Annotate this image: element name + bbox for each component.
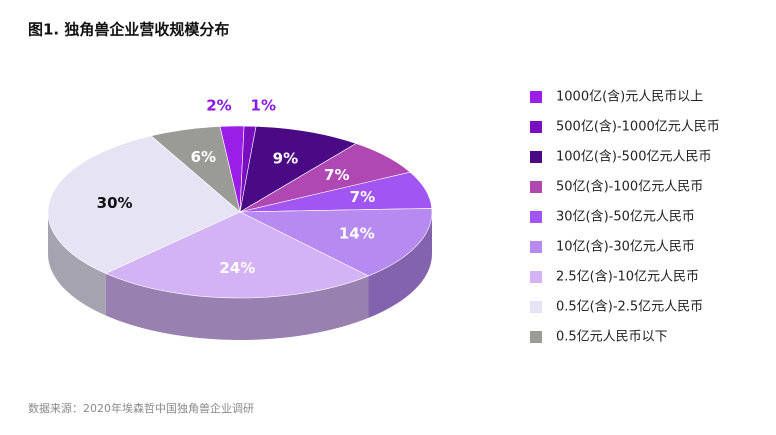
legend-label: 50亿(含)-100亿元人民币 [556,179,703,195]
legend-swatch [530,181,542,193]
chart-title: 图1. 独角兽企业营收规模分布 [28,21,229,39]
slice-side [48,212,106,316]
legend-swatch [530,241,542,253]
legend-label: 100亿(含)-500亿元人民币 [556,149,711,165]
legend-label: 30亿(含)-50亿元人民币 [556,209,695,225]
legend-swatch [530,121,542,133]
data-label: 2% [206,96,231,114]
pie-tops [47,125,433,299]
legend-label: 2.5亿(含)-10亿元人民币 [556,269,699,285]
legend-label: 500亿(含)-1000亿元人民币 [556,119,720,135]
data-label: 9% [273,150,298,168]
legend-swatch [530,211,542,223]
data-label: 30% [97,194,133,212]
data-label: 14% [339,224,375,242]
legend-swatch [530,91,542,103]
slice [239,208,433,277]
data-label: 24% [219,259,255,277]
data-label: 7% [324,166,349,184]
slice [239,125,357,213]
slice [150,126,241,213]
legend-label: 10亿(含)-30亿元人民币 [556,239,695,255]
slice-side [368,212,432,318]
legend-label: 1000亿(含)元人民币以上 [556,89,703,105]
legend-label: 0.5亿元人民币以下 [556,330,668,345]
slice [104,211,370,299]
legend: 1000亿(含)元人民币以上 500亿(含)-1000亿元人民币 100亿(含)-5… [530,89,720,345]
legend-swatch [530,271,542,283]
source-note: 数据来源：2020年埃森哲中国独角兽企业调研 [28,401,254,415]
data-label: 1% [251,96,276,114]
slice-side [105,273,369,340]
data-label: 6% [191,148,216,166]
data-labels: 2% 1% 9% 7%7% 14% 24% 30% 6% [97,96,375,277]
data-label: 7% [350,188,375,206]
legend-swatch [530,301,542,313]
legend-swatch [530,151,542,163]
legend-label: 0.5亿(含)-2.5亿元人民币 [556,299,703,315]
pie-sides [48,212,432,340]
legend-swatch [530,331,542,343]
slice [47,135,241,274]
